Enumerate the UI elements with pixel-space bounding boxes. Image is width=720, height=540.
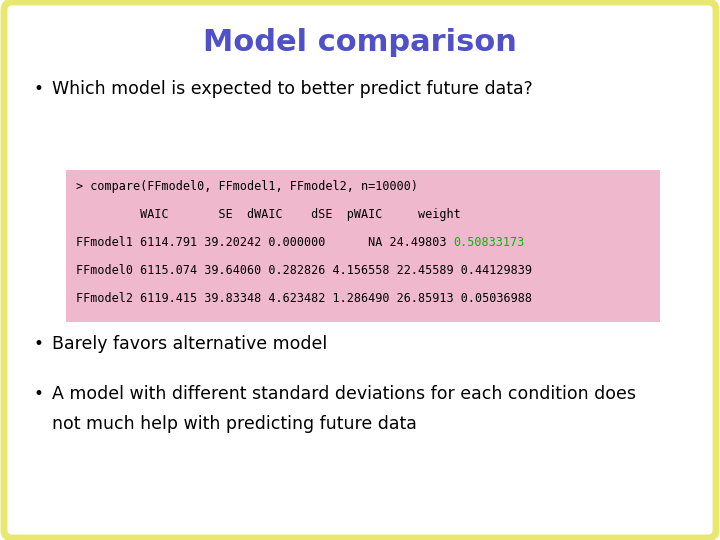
Text: •: • [33, 335, 43, 353]
FancyBboxPatch shape [4, 2, 716, 538]
Text: FFmodel0 6115.074 39.64060 0.282826 4.156558 22.45589 0.44129839: FFmodel0 6115.074 39.64060 0.282826 4.15… [76, 264, 532, 277]
Text: WAIC       SE  dWAIC    dSE  pWAIC     weight: WAIC SE dWAIC dSE pWAIC weight [76, 208, 461, 221]
Text: Model comparison: Model comparison [203, 28, 517, 57]
Text: FFmodel2 6119.415 39.83348 4.623482 1.286490 26.85913 0.05036988: FFmodel2 6119.415 39.83348 4.623482 1.28… [76, 292, 532, 305]
Text: > compare(FFmodel0, FFmodel1, FFmodel2, n=10000): > compare(FFmodel0, FFmodel1, FFmodel2, … [76, 180, 418, 193]
Text: •: • [33, 385, 43, 403]
FancyBboxPatch shape [66, 170, 660, 322]
Text: Barely favors alternative model: Barely favors alternative model [52, 335, 328, 353]
Text: not much help with predicting future data: not much help with predicting future dat… [52, 415, 417, 433]
Text: Which model is expected to better predict future data?: Which model is expected to better predic… [52, 80, 533, 98]
Text: •: • [33, 80, 43, 98]
Text: 0.50833173: 0.50833173 [454, 236, 525, 249]
Text: A model with different standard deviations for each condition does: A model with different standard deviatio… [52, 385, 636, 403]
Text: FFmodel1 6114.791 39.20242 0.000000      NA 24.49803: FFmodel1 6114.791 39.20242 0.000000 NA 2… [76, 236, 454, 249]
